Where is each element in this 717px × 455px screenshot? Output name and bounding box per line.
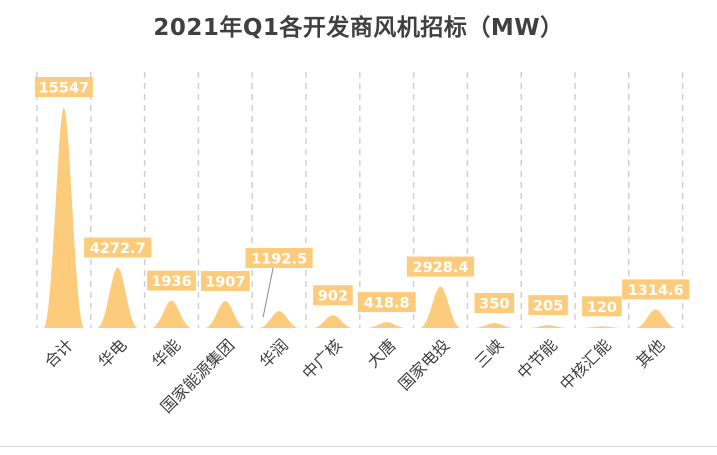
peak-其他 (635, 309, 677, 328)
data-label: 1192.5 (251, 252, 307, 268)
grid-lines (36, 72, 684, 328)
data-labels: 15547 4272.7 1936 1907 1192.5 902 418.8 2928.4 3… (34, 77, 690, 317)
data-label-box (245, 248, 313, 268)
data-label: 15547 (39, 81, 89, 97)
peak-华能 (151, 300, 192, 328)
chart-title: 2021年Q1各开发商风机招标（MW） (153, 15, 564, 41)
data-label: 4272.7 (90, 241, 146, 257)
x-tick-label: 合计 (41, 335, 77, 371)
leader-lines (262, 267, 274, 318)
leader-line (262, 267, 274, 318)
data-label: 902 (318, 289, 348, 305)
x-tick-label: 中核汇能 (556, 335, 615, 394)
peak-国家电投 (420, 286, 461, 328)
data-label: 2928.4 (413, 260, 469, 276)
data-label: 120 (587, 300, 617, 316)
x-tick-label: 华电 (94, 335, 130, 371)
data-label-box (147, 270, 196, 291)
x-tick-label: 其他 (632, 335, 668, 371)
data-label-box (34, 77, 93, 97)
peak-华电 (97, 267, 139, 328)
data-label-box (474, 293, 515, 314)
data-label-box (200, 271, 250, 292)
peak-中核汇能 (581, 326, 623, 328)
x-tick-label: 中节能 (514, 335, 561, 382)
peak-series (43, 108, 677, 328)
peak-中广核 (312, 315, 354, 328)
x-tick-label: 大唐 (363, 335, 399, 371)
data-label-box (357, 292, 416, 313)
peak-三峡 (473, 323, 515, 328)
data-label: 205 (533, 299, 563, 315)
data-label: 350 (479, 297, 509, 313)
data-label-box (313, 285, 353, 306)
x-tick-label: 华润 (256, 335, 292, 371)
bottom-divider (0, 446, 717, 447)
peak-合计 (43, 108, 85, 328)
data-label-box (84, 237, 152, 258)
data-label-box (582, 296, 622, 317)
data-label-box (622, 279, 690, 300)
peak-大唐 (366, 322, 408, 328)
peak-华润 (258, 311, 300, 328)
x-tick-label: 三峡 (471, 335, 507, 371)
peak-中节能 (527, 325, 569, 328)
data-label-box (406, 256, 475, 277)
x-tick-label: 华能 (148, 335, 184, 371)
data-label-box (528, 295, 568, 316)
data-label: 1314.6 (628, 283, 684, 299)
data-label: 1936 (151, 274, 191, 290)
x-tick-label: 中广核 (298, 335, 345, 382)
data-label: 1907 (205, 275, 245, 291)
data-label: 418.8 (364, 296, 410, 312)
peak-国家能源集团 (204, 301, 246, 328)
x-tick-label: 国家电投 (395, 335, 454, 394)
